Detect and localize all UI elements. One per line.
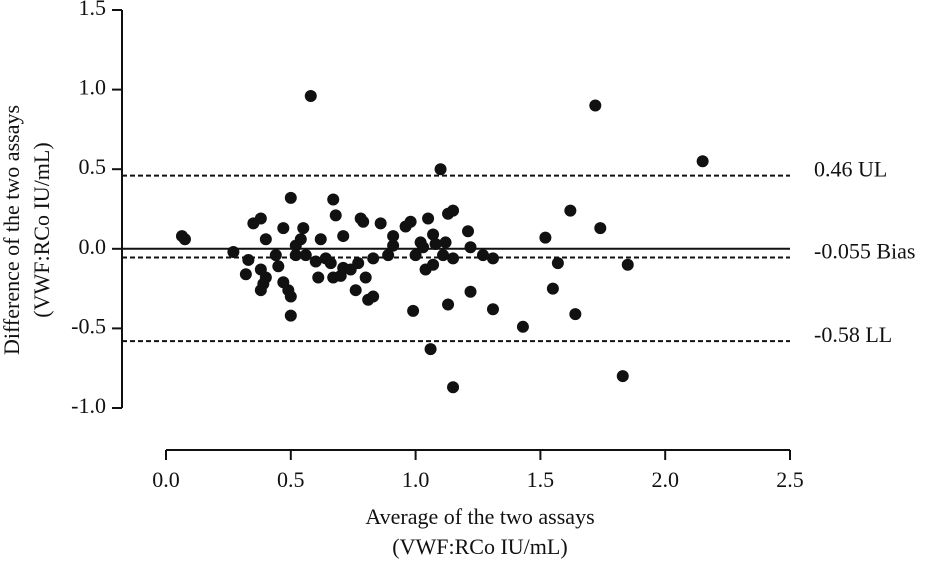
data-point xyxy=(569,308,582,321)
y-axis-label: Difference of the two assays xyxy=(0,105,24,355)
data-point xyxy=(404,215,417,228)
data-point xyxy=(434,163,447,176)
data-point xyxy=(284,290,297,303)
data-point xyxy=(427,228,440,241)
y-tick-label: 0.5 xyxy=(79,154,107,179)
data-point xyxy=(516,320,529,333)
data-point xyxy=(564,204,577,217)
data-point xyxy=(239,268,252,281)
data-point xyxy=(359,271,372,284)
data-point xyxy=(352,257,365,270)
data-point xyxy=(621,258,634,271)
data-point xyxy=(486,303,499,316)
data-point xyxy=(427,258,440,271)
data-point xyxy=(272,260,285,273)
data-point xyxy=(329,209,342,222)
y-axis-label: (VWF:RCo IU/mL) xyxy=(29,142,54,317)
data-point xyxy=(429,238,442,251)
data-point xyxy=(447,252,460,265)
data-point xyxy=(551,257,564,270)
data-point xyxy=(294,233,307,246)
data-point xyxy=(324,257,337,270)
data-point xyxy=(289,249,302,262)
x-axis-label: Average of the two assays xyxy=(365,504,594,529)
data-point xyxy=(227,245,240,258)
x-tick-label: 2.0 xyxy=(651,467,679,492)
data-point xyxy=(254,212,267,225)
data-point xyxy=(422,212,435,225)
data-point xyxy=(277,222,290,235)
x-tick-label: 2.5 xyxy=(776,467,804,492)
data-point xyxy=(259,271,272,284)
data-point xyxy=(297,222,310,235)
data-point xyxy=(447,204,460,217)
data-point xyxy=(464,285,477,298)
data-point xyxy=(407,304,420,317)
data-point xyxy=(594,222,607,235)
reference-label: 0.46 UL xyxy=(814,157,887,182)
reference-label: -0.055 Bias xyxy=(814,239,915,264)
data-point xyxy=(178,233,191,246)
data-point xyxy=(417,241,430,254)
y-tick-label: -0.5 xyxy=(71,313,106,338)
data-point xyxy=(382,249,395,262)
x-tick-label: 1.0 xyxy=(402,467,430,492)
data-point xyxy=(464,241,477,254)
data-point xyxy=(374,217,387,230)
data-point xyxy=(616,370,629,383)
x-tick-label: 1.5 xyxy=(527,467,555,492)
y-tick-label: -1.0 xyxy=(71,393,106,418)
data-point xyxy=(696,155,709,168)
data-point xyxy=(284,309,297,322)
data-point xyxy=(546,282,559,295)
data-point xyxy=(349,284,362,297)
data-point xyxy=(269,249,282,262)
x-tick-label: 0.0 xyxy=(152,467,180,492)
data-point xyxy=(357,215,370,228)
data-point xyxy=(312,271,325,284)
data-point xyxy=(367,252,380,265)
data-point xyxy=(284,191,297,204)
data-point xyxy=(486,252,499,265)
data-point xyxy=(442,298,455,311)
data-point xyxy=(462,225,475,238)
data-point xyxy=(299,249,312,262)
data-point xyxy=(447,381,460,394)
x-tick-label: 0.5 xyxy=(277,467,305,492)
x-axis-label: (VWF:RCo IU/mL) xyxy=(392,534,567,559)
data-point xyxy=(539,231,552,244)
reference-label: -0.58 LL xyxy=(814,322,892,347)
y-tick-label: 1.0 xyxy=(79,75,107,100)
y-tick-label: 0.0 xyxy=(79,234,107,259)
data-point xyxy=(387,230,400,243)
data-point xyxy=(409,249,422,262)
data-point xyxy=(476,249,489,262)
data-point xyxy=(367,290,380,303)
data-point xyxy=(314,233,327,246)
y-tick-label: 1.5 xyxy=(79,0,107,20)
data-point xyxy=(439,236,452,249)
data-point xyxy=(304,89,317,102)
data-point xyxy=(309,255,322,268)
data-point xyxy=(589,99,602,112)
data-point xyxy=(387,239,400,252)
data-point xyxy=(327,193,340,206)
data-point xyxy=(437,249,450,262)
data-point xyxy=(259,233,272,246)
data-point xyxy=(424,343,437,356)
data-point xyxy=(337,230,350,243)
data-point xyxy=(242,253,255,266)
